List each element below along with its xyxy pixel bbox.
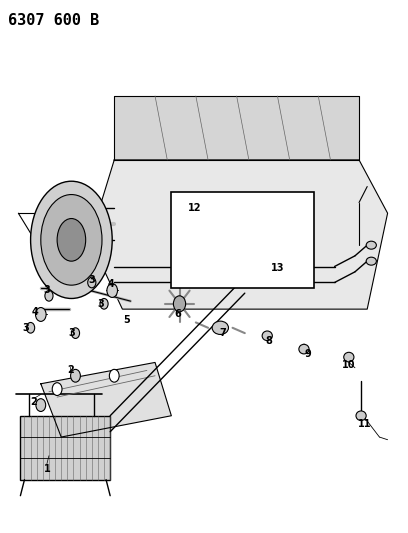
Circle shape [220,228,231,242]
Circle shape [52,383,62,395]
Text: 3: 3 [44,286,50,295]
Ellipse shape [212,321,228,335]
Text: 7: 7 [219,328,226,338]
Ellipse shape [262,331,273,341]
Bar [171,192,314,288]
Text: 13: 13 [271,263,285,273]
Text: 3: 3 [89,275,95,285]
Polygon shape [41,362,171,437]
Text: 4: 4 [31,307,38,317]
Text: 2: 2 [30,398,37,407]
Ellipse shape [366,257,377,265]
Circle shape [35,308,46,321]
Ellipse shape [299,344,309,354]
Text: 10: 10 [342,360,356,370]
Text: 3: 3 [22,323,29,333]
Circle shape [233,256,240,265]
Text: 3: 3 [68,328,75,338]
Ellipse shape [356,411,366,421]
Ellipse shape [344,352,354,362]
Circle shape [109,369,119,382]
Circle shape [36,399,46,411]
Ellipse shape [366,241,377,249]
Circle shape [211,205,218,214]
Circle shape [27,322,35,333]
Text: 9: 9 [305,350,311,359]
Ellipse shape [277,247,284,254]
Text: 11: 11 [358,419,372,429]
Ellipse shape [57,219,86,261]
Polygon shape [114,96,359,160]
Text: 1: 1 [44,464,50,474]
Polygon shape [90,160,388,309]
Bar [20,416,110,480]
Circle shape [242,216,248,225]
Circle shape [203,245,209,254]
Text: 5: 5 [123,315,130,325]
Text: 8: 8 [266,336,273,346]
Text: 12: 12 [188,204,201,213]
Text: 6: 6 [174,310,181,319]
Circle shape [107,284,118,297]
Circle shape [100,298,108,309]
Text: 6307 600 B: 6307 600 B [8,13,100,28]
Text: 2: 2 [67,366,73,375]
Circle shape [71,328,80,338]
Circle shape [45,290,53,301]
Ellipse shape [31,181,112,298]
Text: 4: 4 [108,279,114,288]
Circle shape [71,369,80,382]
Ellipse shape [41,195,102,285]
Text: 3: 3 [98,299,104,309]
Circle shape [173,296,186,312]
Circle shape [88,277,96,288]
